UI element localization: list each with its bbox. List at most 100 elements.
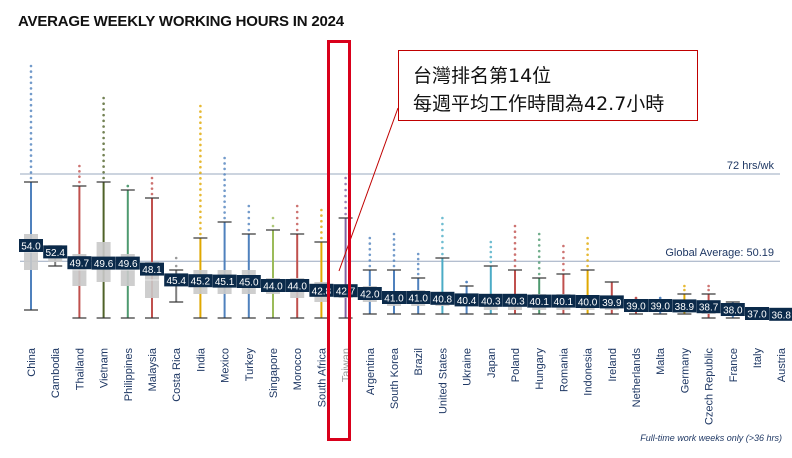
mean-label-romania: 40.1 — [551, 294, 576, 308]
outlier-dot — [199, 154, 202, 158]
mean-label-brazil: 41.0 — [406, 291, 431, 305]
outlier-dot — [416, 252, 420, 256]
outlier-dot — [271, 216, 275, 220]
outlier-dot — [489, 255, 493, 259]
outlier-dot — [247, 210, 251, 214]
mean-label-indonesia: 40.0 — [575, 295, 600, 309]
mean-label-austria: 36.8 — [769, 307, 792, 321]
mean-label-bg — [91, 256, 116, 270]
mean-label-germany: 38.9 — [672, 299, 697, 313]
mean-label-text: 44.0 — [287, 282, 307, 293]
chart-title: AVERAGE WEEKLY WORKING HOURS IN 2024 — [18, 13, 344, 30]
outlier-dot — [102, 96, 105, 100]
outlier-dot — [199, 160, 202, 163]
outlier-dot — [392, 232, 396, 236]
outlier-dot — [537, 272, 541, 276]
outlier-dot — [441, 246, 444, 250]
outlier-dot — [441, 228, 444, 232]
outlier-dot — [537, 261, 541, 264]
x-tick-label-argentina: Argentina — [365, 347, 377, 395]
outlier-dot — [29, 126, 33, 129]
outlier-dot — [683, 288, 686, 292]
outlier-dot — [295, 210, 299, 214]
mean-label-turkey: 45.0 — [236, 275, 261, 289]
mean-label-malta: 39.0 — [648, 299, 673, 313]
x-tick-label-netherlands: Netherlands — [631, 348, 643, 408]
mean-label-text: 49.6 — [94, 259, 114, 270]
outlier-dot — [29, 92, 33, 96]
x-tick-label-brazil: Brazil — [413, 348, 425, 376]
outlier-dot — [320, 236, 323, 240]
mean-label-bg — [67, 256, 92, 270]
outlier-dot — [199, 121, 202, 124]
outlier-dot — [513, 236, 517, 239]
x-tick-label-china: China — [26, 347, 38, 377]
x-tick-label-turkey: Turkey — [244, 348, 256, 382]
outlier-dot — [102, 165, 105, 168]
outlier-dot — [223, 156, 226, 160]
mean-label-text: 42.8 — [312, 286, 332, 297]
outlier-dot — [320, 231, 323, 234]
outlier-dot — [586, 253, 589, 257]
mean-label-bg — [720, 303, 745, 316]
box-brazil — [411, 252, 426, 315]
x-tick-label-india: India — [195, 347, 207, 372]
mean-label-text: 41.0 — [408, 294, 428, 305]
outlier-dot — [513, 258, 517, 262]
x-tick-label-south-africa: South Africa — [316, 347, 328, 407]
outlier-dot — [29, 81, 33, 85]
mean-label-bg — [357, 287, 382, 300]
outlier-dot — [489, 260, 493, 264]
outlier-dot — [513, 230, 517, 234]
mean-label-ukraine: 40.4 — [454, 293, 479, 307]
outlier-dot — [683, 284, 686, 288]
outlier-dot — [344, 194, 347, 198]
mean-label-text: 39.0 — [626, 302, 646, 313]
outlier-dot — [150, 192, 154, 196]
reference-lines: 72 hrs/wk Global Average: 50.19 — [20, 160, 780, 262]
mean-label-bg — [527, 294, 552, 308]
mean-label-bg — [236, 275, 261, 288]
outlier-dot — [320, 214, 323, 217]
outlier-dot — [102, 170, 105, 174]
x-tick-labels: China Cambodia Thailand Vietnam Philippines M… — [26, 347, 788, 425]
outlier-dot — [150, 176, 154, 180]
mean-label-bg — [188, 274, 213, 288]
outlier-dot — [29, 103, 33, 107]
outlier-dot — [562, 244, 565, 248]
mean-label-text: 40.8 — [433, 294, 453, 305]
mean-label-text: 41.0 — [384, 294, 404, 305]
outlier-dot — [223, 183, 226, 187]
mean-label-italy: 37.0 — [745, 307, 769, 321]
outlier-dot — [29, 137, 33, 141]
mean-label-bg — [382, 291, 406, 304]
mean-label-bg — [672, 299, 697, 313]
mean-label-text: 42.7 — [336, 287, 356, 298]
mean-label-text: 39.0 — [650, 302, 670, 313]
outlier-dot — [150, 182, 154, 185]
outlier-dot — [223, 178, 226, 182]
outlier-dot — [174, 256, 178, 260]
x-tick-label-austria: Austria — [776, 347, 788, 382]
mean-label-poland: 40.3 — [503, 293, 527, 307]
outlier-dot — [223, 216, 226, 220]
outlier-dot — [102, 136, 105, 140]
outlier-dot — [199, 104, 202, 108]
outlier-dot — [247, 228, 251, 232]
outlier-dot — [223, 162, 226, 165]
outlier-dot — [199, 165, 202, 169]
x-tick-label-italy: Italy — [752, 348, 764, 369]
outlier-dot — [102, 159, 105, 163]
outlier-dot — [199, 199, 202, 202]
outlier-dot — [295, 228, 299, 232]
outlier-dot — [441, 240, 444, 244]
outlier-dot — [102, 113, 105, 117]
reference-line-label-0: 72 hrs/wk — [727, 160, 775, 172]
mean-label-text: 49.6 — [118, 259, 138, 270]
outlier-dot — [368, 264, 372, 268]
outlier-dot — [29, 159, 33, 163]
outlier-dot — [320, 208, 323, 212]
mean-label-bg — [575, 295, 600, 308]
outlier-dot — [368, 236, 372, 240]
